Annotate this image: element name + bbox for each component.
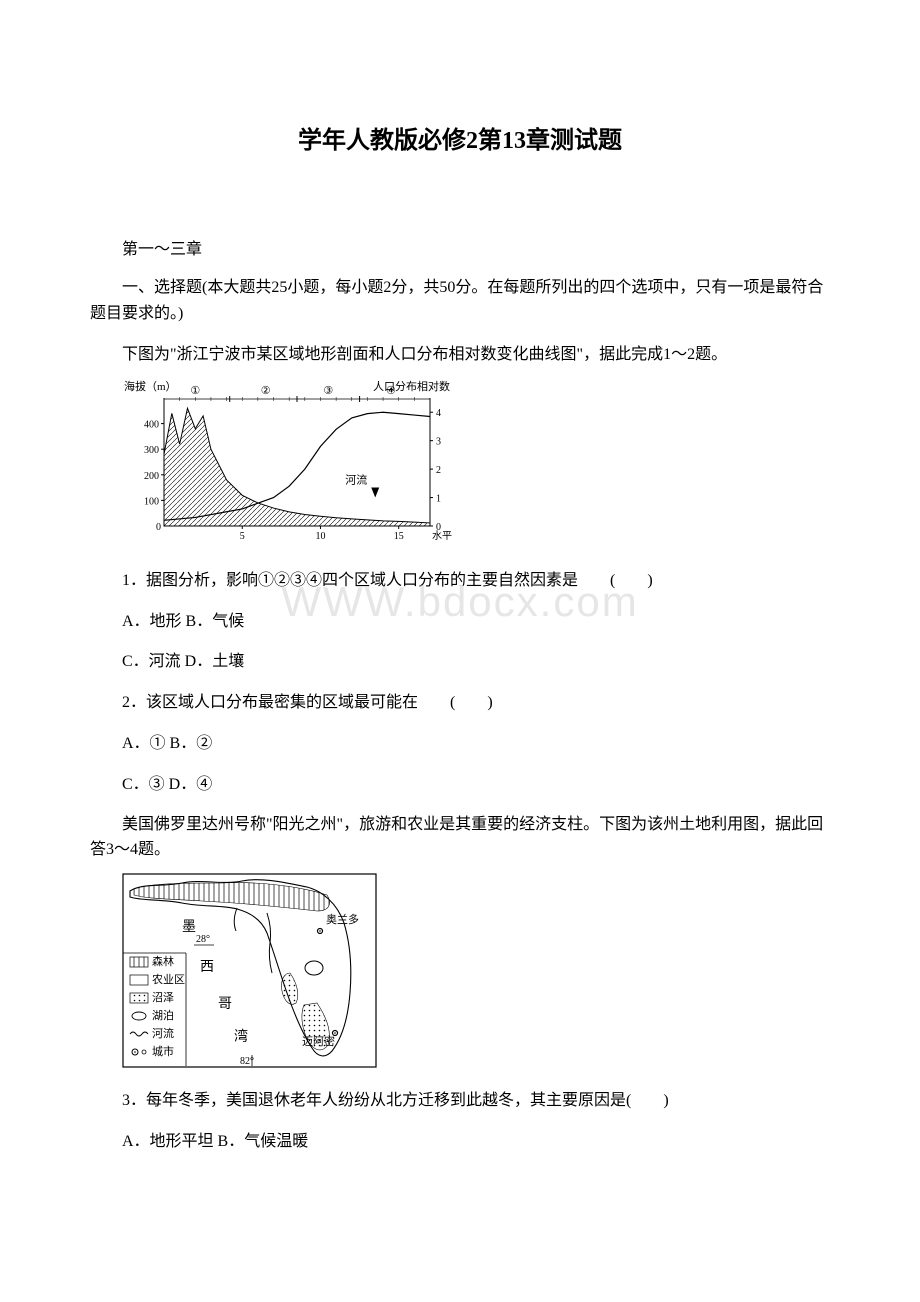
svg-text:400: 400	[144, 419, 159, 430]
svg-text:河流: 河流	[345, 472, 367, 486]
instruction-text: 一、选择题(本大题共25小题，每小题2分，共50分。在每题所列出的四个选项中，只…	[90, 275, 830, 326]
question-1: 1．据图分析，影响①②③④四个区域人口分布的主要自然因素是 ( )	[90, 567, 830, 596]
svg-text:100: 100	[144, 496, 159, 507]
map-florida: 奥兰多迈阿密 28° 82° 墨西哥湾 森林农业区沼泽湖泊河流城市	[122, 873, 830, 1073]
svg-text:③: ③	[323, 385, 333, 397]
q1-option-ab: A．地形 B．气候	[90, 608, 830, 637]
svg-text:4: 4	[436, 408, 441, 419]
svg-text:河流: 河流	[152, 1026, 174, 1040]
svg-text:3: 3	[436, 436, 441, 447]
svg-text:沼泽: 沼泽	[152, 990, 174, 1004]
svg-text:湾: 湾	[234, 1028, 248, 1045]
page-title: 学年人教版必修2第13章测试题	[90, 120, 830, 155]
question-3: 3．每年冬季，美国退休老年人纷纷从北方迁移到此越冬，其主要原因是( )	[90, 1087, 830, 1116]
svg-text:10: 10	[315, 531, 325, 542]
svg-text:0: 0	[156, 522, 161, 533]
svg-text:水平距离（km）: 水平距离（km）	[432, 529, 452, 542]
svg-text:2: 2	[436, 465, 441, 476]
svg-text:1: 1	[436, 493, 441, 504]
svg-text:农业区: 农业区	[152, 972, 185, 986]
svg-text:200: 200	[144, 471, 159, 482]
svg-text:森林: 森林	[152, 954, 174, 968]
svg-text:哥: 哥	[218, 997, 232, 1012]
q2-option-ab: A．① B．②	[90, 730, 830, 759]
intro-2: 美国佛罗里达州号称"阳光之州"，旅游和农业是其重要的经济支柱。下图为该州土地利用…	[90, 812, 830, 863]
chart-elevation-population: 10020030040000123451015①②③④河流海拔（m）人口分布相对…	[122, 378, 830, 553]
svg-text:300: 300	[144, 445, 159, 456]
q2-option-cd: C．③ D．④	[90, 771, 830, 800]
svg-text:墨: 墨	[182, 920, 196, 935]
svg-text:湖泊: 湖泊	[152, 1009, 174, 1022]
svg-text:人口分布相对数: 人口分布相对数	[373, 379, 450, 393]
svg-text:奥兰多: 奥兰多	[326, 912, 359, 926]
svg-text:②: ②	[261, 385, 271, 397]
svg-text:82°: 82°	[240, 1056, 254, 1067]
svg-text:西: 西	[200, 960, 214, 975]
svg-text:15: 15	[394, 531, 404, 542]
svg-text:5: 5	[240, 531, 245, 542]
section-label: 第一～三章	[90, 235, 830, 259]
svg-text:海拔（m）: 海拔（m）	[124, 379, 177, 393]
q3-option-ab: A．地形平坦 B．气候温暖	[90, 1128, 830, 1157]
svg-text:①: ①	[190, 385, 200, 397]
svg-text:28°: 28°	[196, 934, 210, 945]
intro-1: 下图为"浙江宁波市某区域地形剖面和人口分布相对数变化曲线图"，据此完成1～2题。	[90, 342, 830, 368]
question-2: 2．该区域人口分布最密集的区域最可能在 ( )	[90, 689, 830, 718]
svg-text:迈阿密: 迈阿密	[302, 1034, 335, 1048]
svg-text:城市: 城市	[152, 1044, 174, 1058]
q1-option-cd: C．河流 D．土壤	[90, 648, 830, 677]
